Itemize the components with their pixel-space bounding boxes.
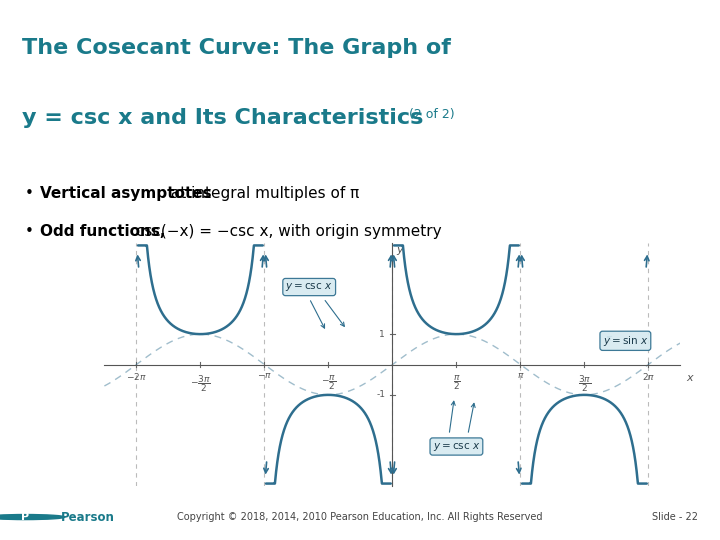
Text: Odd functions,: Odd functions, xyxy=(40,224,165,239)
Text: y = csc x and Its Characteristics: y = csc x and Its Characteristics xyxy=(22,108,423,128)
Text: $\pi$: $\pi$ xyxy=(517,371,524,380)
Text: csc(−x) = −csc x, with origin symmetry: csc(−x) = −csc x, with origin symmetry xyxy=(131,224,441,239)
Text: $\dfrac{\pi}{2}$: $\dfrac{\pi}{2}$ xyxy=(453,373,460,392)
Text: $-\dfrac{3\pi}{2}$: $-\dfrac{3\pi}{2}$ xyxy=(190,373,211,394)
Text: Vertical asymptotes: Vertical asymptotes xyxy=(40,186,211,201)
Text: -1: -1 xyxy=(376,390,385,400)
Text: $-\dfrac{\pi}{2}$: $-\dfrac{\pi}{2}$ xyxy=(321,373,336,392)
Text: $-\pi$: $-\pi$ xyxy=(257,371,272,380)
Text: Copyright © 2018, 2014, 2010 Pearson Education, Inc. All Rights Reserved: Copyright © 2018, 2014, 2010 Pearson Edu… xyxy=(177,512,543,522)
Text: Pearson: Pearson xyxy=(61,510,115,524)
Text: •: • xyxy=(25,186,34,201)
Text: Slide - 22: Slide - 22 xyxy=(652,512,698,522)
Text: P: P xyxy=(21,512,30,522)
Text: The Cosecant Curve: The Graph of: The Cosecant Curve: The Graph of xyxy=(22,38,451,58)
Text: 1: 1 xyxy=(379,329,385,339)
Text: $2\pi$: $2\pi$ xyxy=(642,371,655,382)
Text: $y = \mathrm{sin}\ x$: $y = \mathrm{sin}\ x$ xyxy=(603,334,648,348)
Text: $y = \mathrm{csc}\ x$: $y = \mathrm{csc}\ x$ xyxy=(285,281,333,293)
Text: •: • xyxy=(25,224,34,239)
Text: $\dfrac{3\pi}{2}$: $\dfrac{3\pi}{2}$ xyxy=(577,373,591,394)
Text: $-2\pi$: $-2\pi$ xyxy=(126,371,147,382)
Text: at integral multiples of π: at integral multiples of π xyxy=(166,186,359,201)
Text: (2 of 2): (2 of 2) xyxy=(409,108,454,121)
Circle shape xyxy=(0,515,65,519)
Text: $y = \mathrm{csc}\ x$: $y = \mathrm{csc}\ x$ xyxy=(433,441,480,453)
Text: y: y xyxy=(397,245,403,255)
Text: x: x xyxy=(686,373,693,383)
